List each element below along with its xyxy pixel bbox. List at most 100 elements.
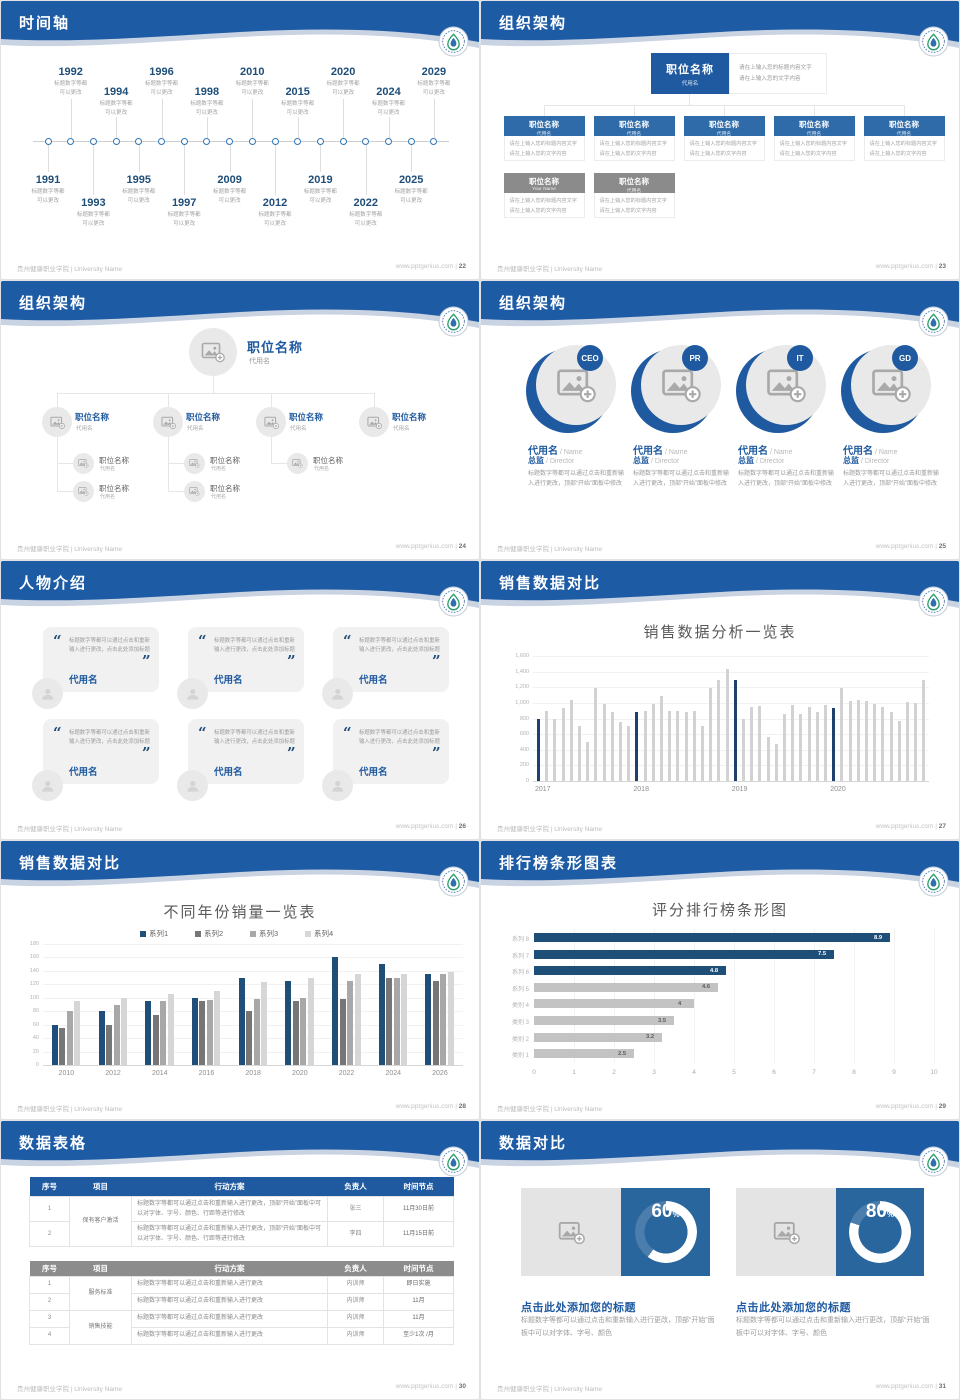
timeline-year: 1992 xyxy=(58,66,83,78)
org-position-text: 请在上输入您的文字内容 xyxy=(599,207,657,214)
bar xyxy=(692,710,696,781)
bar xyxy=(534,1049,634,1059)
footer-site-page: www.pptgenius.com | 22 xyxy=(396,263,466,273)
x-tick-label: 2018 xyxy=(633,786,649,793)
y-tick-label: 180 xyxy=(29,941,39,947)
data-table-1: 序号 项目 行动方案 负责人 时间节点 1 保有客户激活 标题数字等都可以通过点击和重新输入进… xyxy=(29,1177,454,1248)
university-logo-icon xyxy=(918,586,949,617)
footer-site-page: www.pptgenius.com | 26 xyxy=(396,823,466,833)
connector xyxy=(57,491,73,492)
org-root-alias: 代用名 xyxy=(681,81,699,87)
timeline-year: 1995 xyxy=(126,174,152,186)
x-axis xyxy=(43,1065,463,1066)
bar-value-label: 4 xyxy=(678,1000,682,1007)
table-header-cell: 项目 xyxy=(69,1261,132,1276)
org-position-text: 请在上输入您的标题内容文字 xyxy=(869,141,937,147)
role-name-en: / Name xyxy=(558,449,583,456)
bar xyxy=(238,977,245,1065)
y-tick-label: 120 xyxy=(29,981,39,988)
org-sub-title: 职位名称 xyxy=(99,484,129,493)
legend-swatch xyxy=(250,931,256,937)
slide-data-tables-content: 序号 项目 行动方案 负责人 时间节点 1 保有客户激活 标题数字等都可以通过点击和重新输入进… xyxy=(1,1121,479,1399)
org-position-alias: Your Name xyxy=(532,186,556,192)
bar xyxy=(914,702,918,781)
table-cell: 销售技能 xyxy=(69,1309,132,1345)
gridline xyxy=(654,929,655,1063)
footer-separator: | xyxy=(933,263,939,270)
table-cell: 标题数字等都可以通过点击和重新输入进行更改 xyxy=(131,1275,328,1294)
gridline xyxy=(894,929,895,1063)
timeline-year: 2025 xyxy=(398,174,424,186)
footer-site-page: www.pptgenius.com | 29 xyxy=(876,1103,946,1113)
university-logo-icon xyxy=(918,866,949,897)
slide-org-structure-photos: 组织架构 职位名称 代用名 职位名称 代用名 职位名称 代用名 职位名称 代用名 职位名称 代用名职… xyxy=(1,281,479,559)
donut-percent-value: 80 xyxy=(865,1201,887,1222)
open-quote-icon: “ xyxy=(343,724,352,742)
org-position-header: 职位名称 代用名 xyxy=(683,116,765,137)
org-note-line: 请在上输入您的文字内容 xyxy=(739,75,801,82)
timeline-event: 2029 标题数字等都 可以更改 xyxy=(405,66,463,98)
image-placeholder-box xyxy=(736,1188,836,1276)
footer-separator: | xyxy=(933,1383,939,1390)
slide-org-structure-boxes-content: 职位名称 代用名 请在上输入您的标题内容文字 请在上输入您的文字内容 职位名称 代用名 请在… xyxy=(481,1,959,279)
bar xyxy=(668,710,672,781)
org-sub-title: 职位名称 xyxy=(210,484,240,493)
donut-percent-sign: % xyxy=(672,1210,680,1219)
footer-page-number: 27 xyxy=(938,823,946,830)
x-tick-label: 9 xyxy=(892,1069,896,1076)
bar xyxy=(167,994,174,1065)
timeline-caption: 标题数字等都 可以更改 xyxy=(99,101,133,116)
bar xyxy=(339,999,346,1065)
connector xyxy=(544,105,545,116)
role-description: 标题数字等都可以通过点击和重新输入进行更改，顶部“开始”面板中修改 xyxy=(738,471,835,487)
university-logo xyxy=(918,306,949,337)
timeline-stem xyxy=(433,99,435,138)
slide-title: 数据表格 xyxy=(19,1135,88,1152)
table-cell: 2 xyxy=(29,1292,70,1311)
bar xyxy=(354,974,361,1065)
timeline-year: 2019 xyxy=(308,174,333,186)
bar xyxy=(594,688,598,781)
legend-swatch xyxy=(195,931,201,937)
timeline-event: 2022 标题数字等都 可以更改 xyxy=(337,197,395,229)
timeline-event: 2019 标题数字等都 可以更改 xyxy=(291,174,349,206)
person-avatar-icon xyxy=(187,780,198,792)
comparison-body: 标题数字等都可以通过点击和重新输入进行更改，顶部“开始”面板中可以对字体、字号、… xyxy=(736,1317,930,1337)
timeline-year: 2029 xyxy=(421,66,447,78)
role-title-en: / Director xyxy=(544,458,575,465)
timeline-stem xyxy=(48,145,49,172)
timeline-dot xyxy=(180,138,188,145)
org-root-title: 职位名称 xyxy=(247,340,304,355)
bar xyxy=(865,700,868,781)
gridline xyxy=(694,929,695,1063)
bar xyxy=(848,700,852,781)
timeline-caption: 标题数字等都 可以更改 xyxy=(235,81,269,96)
person-quote-text: 标题数字等都可以通过点击和重新输入进行更改，点击此处添加标题 xyxy=(69,638,150,653)
bar-value-label: 4.8 xyxy=(710,967,719,974)
footer-separator: | xyxy=(933,823,939,830)
slide-title: 销售数据对比 xyxy=(19,855,122,872)
timeline-caption: 标题数字等都 可以更改 xyxy=(394,189,428,204)
timeline-event: 2025 标题数字等都 可以更改 xyxy=(382,174,440,206)
footer-page-number: 30 xyxy=(458,1383,466,1390)
bar xyxy=(815,712,819,781)
bar xyxy=(432,980,439,1065)
timeline-event: 2009 标题数字等都 可以更改 xyxy=(201,174,259,206)
bar xyxy=(553,719,557,781)
gridline xyxy=(43,1038,463,1040)
bar xyxy=(586,741,590,781)
footer-separator: | xyxy=(453,1383,459,1390)
close-quote-icon: ” xyxy=(287,744,296,762)
image-placeholder-box xyxy=(521,1188,621,1276)
bar xyxy=(106,1024,113,1065)
footer-site-url: www.pptgenius.com xyxy=(395,823,454,830)
bar xyxy=(717,680,721,781)
bar xyxy=(906,702,909,781)
y-tick-label: 140 xyxy=(29,967,39,974)
footer-site-page: www.pptgenius.com | 27 xyxy=(876,823,946,833)
footer-site-page: www.pptgenius.com | 28 xyxy=(396,1103,466,1113)
table-cell: 标题数字等都可以通过点击和重新输入进行更改 xyxy=(131,1326,328,1345)
bar-value-label: 2.5 xyxy=(618,1050,627,1057)
slide-sales-bar-chart-content: 销售数据分析一览表 0 200 400 600 800 1,000 1,200 1,400 1,6… xyxy=(481,561,959,839)
y-tick-label: 1,200 xyxy=(515,684,529,691)
